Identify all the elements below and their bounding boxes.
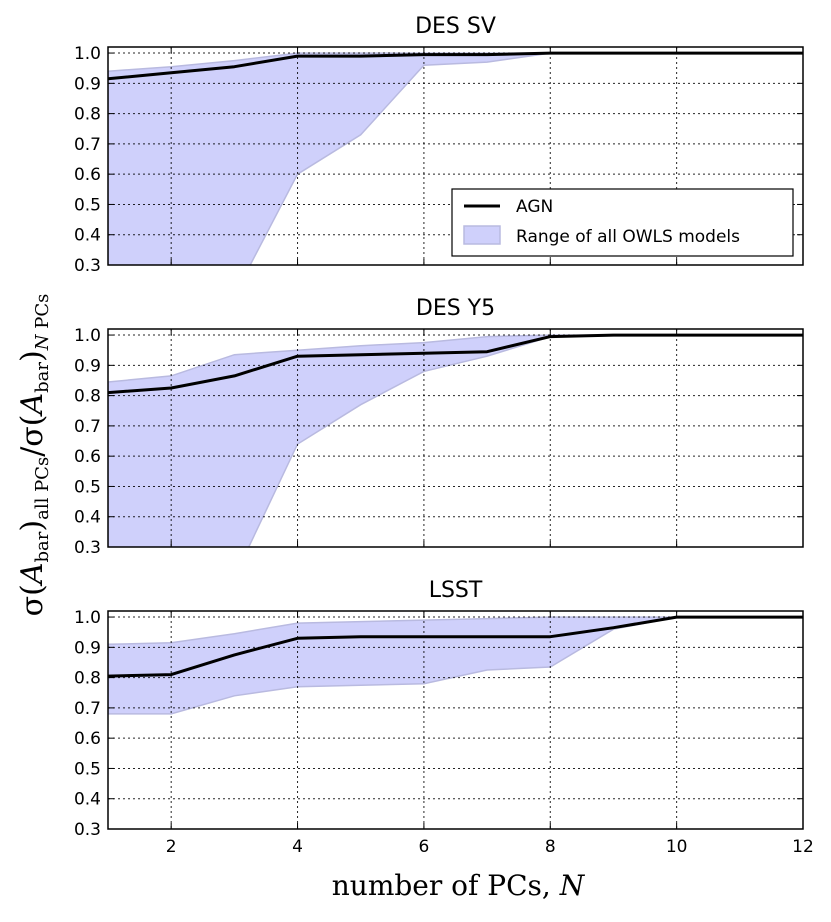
y-tick-label: 0.8: [74, 105, 101, 125]
legend-line-label: AGN: [516, 197, 553, 217]
y-tick-label: 0.3: [74, 820, 101, 840]
y-tick-label: 0.4: [74, 790, 101, 810]
y-axis-label: σ(Abar)all PCs/σ(Abar)N PCs: [15, 294, 53, 617]
y-tick-label: 0.9: [74, 74, 101, 94]
panel-0: 0.3 0.4 0.5 0.6 0.7 0.8 0.9 1.0 DES SV: [74, 14, 804, 276]
y-tick-label: 0.3: [74, 538, 101, 558]
x-axis-label-var: N: [559, 869, 586, 902]
y-label-bar-1: bar: [32, 531, 53, 562]
panel-title: DES SV: [415, 14, 496, 39]
y-label-sub-2-n: N: [32, 333, 53, 351]
x-tick-label: 4: [292, 837, 303, 857]
x-tick-label: 8: [545, 837, 556, 857]
plot-frame: [107, 46, 804, 266]
y-tick-label: 0.4: [74, 226, 101, 246]
y-tick-label: 0.8: [74, 669, 101, 689]
legend-band-swatch: [463, 225, 501, 245]
x-tick-label: 12: [792, 837, 814, 857]
y-tick-label: 0.4: [74, 508, 101, 528]
y-label-close-2: ): [15, 350, 50, 362]
y-tick-label: 0.8: [74, 387, 101, 407]
agn-series-line: [108, 51, 803, 81]
y-label-bar-2: bar: [32, 362, 53, 393]
y-tick-label: 0.3: [74, 256, 101, 276]
y-label-close-1: ): [15, 520, 50, 532]
plot-frame: [107, 328, 804, 548]
y-tick-label: 0.6: [74, 729, 101, 749]
y-tick-label: 0.9: [74, 638, 101, 658]
y-tick-label: 0.5: [74, 759, 101, 779]
y-tick-label: 0.7: [74, 135, 101, 155]
legend-band-label: Range of all OWLS models: [516, 227, 740, 247]
x-tick-label: 10: [666, 837, 688, 857]
y-tick-label: 1.0: [74, 44, 101, 64]
x-axis-label-text: number of PCs,: [332, 869, 560, 902]
y-label-sub-1: all PCs: [32, 457, 53, 520]
y-label-a-2: A: [15, 393, 50, 418]
y-tick-label: 0.9: [74, 356, 101, 376]
y-tick-label: 0.7: [74, 417, 101, 437]
x-axis-label: number of PCs, N: [332, 869, 586, 902]
legend: AGN Range of all OWLS models: [451, 188, 794, 257]
panel-2: 0.3 0.4 0.5 0.6 0.7 0.8 0.9 1.0 2 4 6 8 10 12 LSST: [74, 578, 814, 857]
owls-range-band: [108, 616, 803, 715]
y-tick-label: 0.5: [74, 195, 101, 215]
x-tick-label: 2: [166, 837, 177, 857]
panel-title: DES Y5: [416, 296, 495, 321]
y-tick-label: 0.6: [74, 447, 101, 467]
agn-series-line: [108, 333, 803, 395]
y-label-sub-2: PCs: [32, 294, 53, 335]
y-tick-label: 0.5: [74, 477, 101, 497]
x-tick-label: 6: [418, 837, 429, 857]
y-tick-label: 0.7: [74, 699, 101, 719]
y-tick-label: 1.0: [74, 326, 101, 346]
y-tick-label: 1.0: [74, 608, 101, 628]
panel-title: LSST: [429, 578, 483, 603]
y-label-slash: /σ(: [15, 415, 50, 457]
agn-series-line: [108, 615, 803, 678]
plot-frame: [107, 610, 804, 830]
y-tick-label: 0.6: [74, 165, 101, 185]
y-label-a-1: A: [15, 562, 50, 587]
y-label-sigma-1: σ(: [15, 584, 50, 616]
legend-box: [451, 188, 794, 257]
panel-1: 0.3 0.4 0.5 0.6 0.7 0.8 0.9 1.0 DES Y5: [74, 296, 804, 558]
